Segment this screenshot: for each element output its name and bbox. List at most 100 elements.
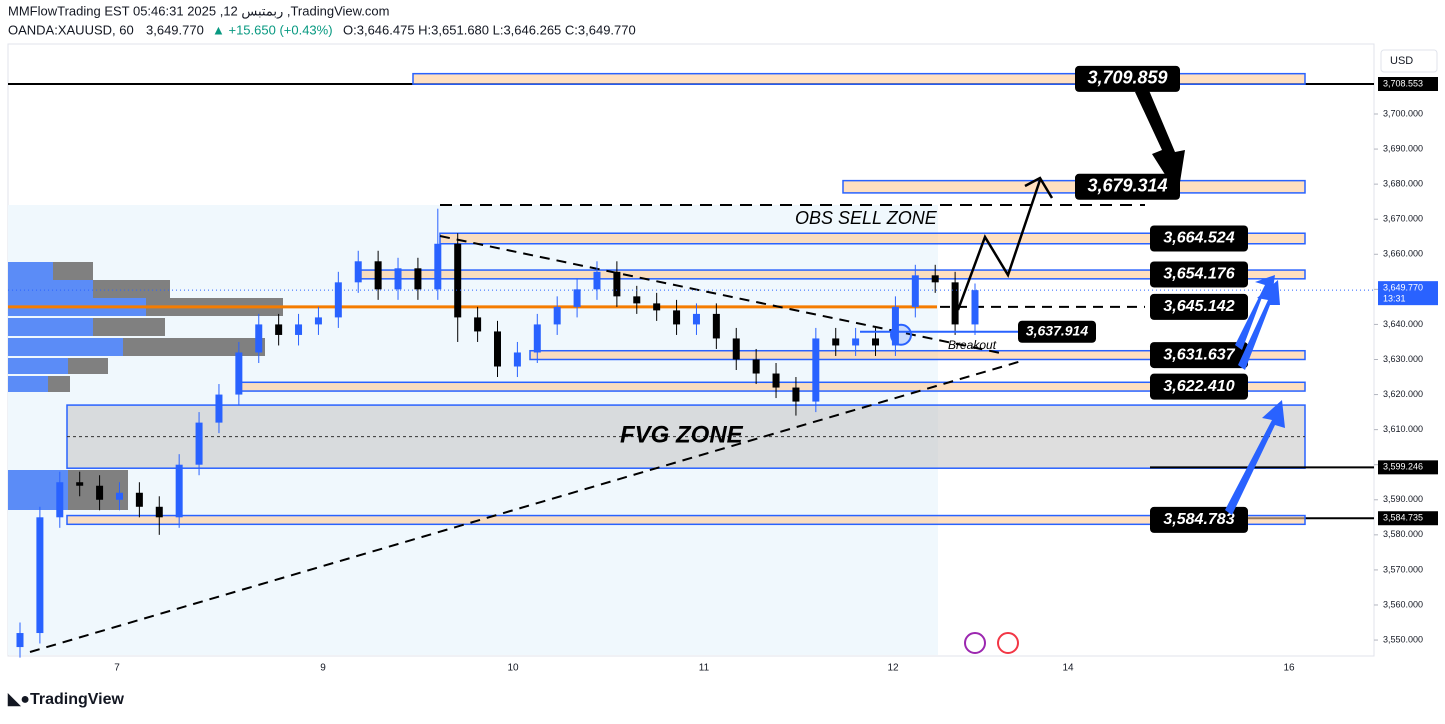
- level-tag-label: 3,664.524: [1163, 230, 1234, 247]
- ohlc: O:3,646.475 H:3,651.680 L:3,646.265 C:3,…: [343, 22, 636, 37]
- level-tag-label: 3,709.859: [1087, 68, 1167, 88]
- candle-body: [354, 261, 362, 283]
- y-tick-label: 3,550.000: [1383, 634, 1423, 644]
- y-tick-label: 3,560.000: [1383, 599, 1423, 609]
- price: 3,649.770: [146, 22, 204, 37]
- y-tick-label: 3,610.000: [1383, 424, 1423, 434]
- vp-bar: [8, 280, 93, 298]
- candle-body: [115, 492, 123, 500]
- vp-bar: [93, 318, 165, 336]
- level-tag: [1150, 225, 1248, 252]
- breakout-tag: [1018, 320, 1096, 343]
- candle-body: [374, 261, 382, 290]
- level-tag-label: 3,631.637: [1163, 346, 1235, 363]
- y-tick-label: 3,570.000: [1383, 564, 1423, 574]
- vp-bar: [123, 338, 265, 356]
- flag-icon[interactable]: [997, 632, 1019, 654]
- candle-body: [533, 324, 541, 353]
- symbol: OANDA:XAUUSD, 60: [8, 22, 134, 37]
- y-tick-label: 3,690.000: [1383, 143, 1423, 153]
- vp-bar: [48, 376, 70, 392]
- projection-head: [1024, 176, 1054, 199]
- candle-body: [56, 482, 64, 518]
- vp-bar: [8, 318, 93, 336]
- brand: TradingView: [30, 691, 125, 708]
- candle-body: [434, 243, 442, 290]
- candle-body: [454, 243, 462, 318]
- level-tag: [1150, 261, 1248, 288]
- change: ▲ +15.650 (+0.43%): [212, 22, 333, 37]
- price-tag-label: 3,599.246: [1383, 462, 1423, 472]
- x-tick-label: 16: [1283, 663, 1295, 674]
- y-tick-label: 3,670.000: [1383, 214, 1423, 224]
- candle-body: [573, 289, 581, 307]
- x-tick-label: 9: [320, 663, 326, 674]
- candle-body: [255, 324, 263, 353]
- level-tag-label: 3,622.410: [1163, 378, 1234, 395]
- volume-profile: [8, 262, 283, 510]
- vp-bar: [8, 338, 123, 356]
- y-tick-label: 3,700.000: [1383, 108, 1423, 118]
- candle-body: [96, 485, 104, 500]
- candle-body: [673, 310, 681, 325]
- candle-body: [872, 338, 880, 346]
- level-tag: [1150, 373, 1248, 400]
- vp-bar: [8, 358, 68, 374]
- currency-box[interactable]: [1380, 49, 1438, 73]
- level-tag: [1150, 293, 1248, 320]
- y-tick-label: 3,630.000: [1383, 354, 1423, 364]
- candle-body: [832, 338, 840, 346]
- candle-body: [314, 317, 322, 325]
- candle-body: [792, 387, 800, 402]
- candle-body: [155, 506, 163, 518]
- currency: USD: [1390, 55, 1413, 67]
- candle-body: [593, 271, 601, 290]
- trendline: [29, 359, 1026, 653]
- level-tag-label: 3,654.176: [1163, 266, 1234, 283]
- fvg-label: FVG ZONE: [620, 421, 744, 448]
- header-line: MMFlowTrading EST 05:46:31 2025 ,12 ربمت…: [8, 3, 389, 19]
- candle-body: [474, 317, 482, 332]
- candle-body: [275, 324, 283, 335]
- level-tag: [1075, 173, 1180, 200]
- y-tick-label: 3,660.000: [1383, 249, 1423, 259]
- candle-body: [414, 268, 422, 290]
- event-icon[interactable]: [964, 632, 986, 654]
- level-tag: [1075, 65, 1180, 92]
- candle-body: [235, 352, 243, 395]
- level-tag-label: 3,679.314: [1087, 176, 1167, 196]
- y-tick-label: 3,580.000: [1383, 529, 1423, 539]
- candle-body: [16, 633, 24, 648]
- up-arrow: [1238, 280, 1280, 370]
- x-tick-label: 12: [887, 663, 899, 674]
- level-tag-label: 3,584.783: [1163, 511, 1234, 528]
- breakout-marker: [890, 323, 912, 346]
- level-tag-label: 3,645.142: [1163, 298, 1234, 315]
- candle-body: [653, 303, 661, 311]
- price-tag: [1378, 77, 1438, 92]
- projection-path: [956, 179, 1042, 311]
- zone: [412, 72, 1306, 85]
- last-price-label: 3,649.770: [1383, 283, 1423, 293]
- vp-bar: [8, 262, 53, 280]
- vp-bar: [8, 376, 48, 392]
- breakout-text: Breakout: [948, 338, 997, 352]
- footer: [0, 683, 1445, 719]
- vp-bar: [93, 280, 170, 298]
- candle-body: [971, 290, 979, 325]
- candle-body: [76, 482, 84, 486]
- x-tick-label: 14: [1062, 663, 1074, 674]
- countdown: 13:31: [1383, 294, 1406, 304]
- candle-body: [334, 282, 342, 318]
- price-tag: [1378, 511, 1438, 526]
- candle-body: [752, 359, 760, 374]
- candle-body: [911, 275, 919, 307]
- last-price-tag: [1378, 281, 1438, 306]
- zone: [66, 514, 1306, 526]
- vp-bar: [53, 262, 93, 280]
- breakout-tag-label: 3,637.914: [1026, 322, 1088, 338]
- price-tag-label: 3,708.553: [1383, 78, 1423, 88]
- x-tick-label: 10: [507, 663, 519, 674]
- x-tick-label: 7: [114, 663, 120, 674]
